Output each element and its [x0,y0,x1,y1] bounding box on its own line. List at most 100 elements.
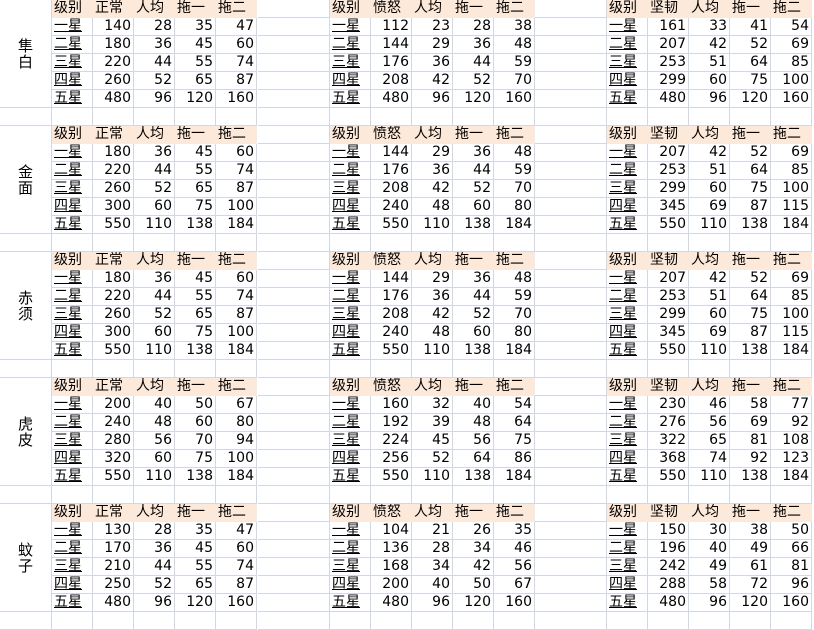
blank-cell[interactable] [258,288,330,306]
value-cell[interactable]: 65 [175,180,216,198]
value-cell[interactable]: 69 [689,324,730,342]
value-cell[interactable]: 220 [93,162,134,180]
value-cell[interactable]: 45 [175,36,216,54]
value-cell[interactable]: 100 [771,72,812,90]
level-cell[interactable]: 四星 [607,72,648,90]
value-cell[interactable]: 160 [771,90,812,108]
value-cell[interactable]: 46 [494,540,535,558]
value-cell[interactable]: 60 [216,144,257,162]
level-cell[interactable]: 四星 [52,198,93,216]
value-cell[interactable]: 50 [175,396,216,414]
group-label[interactable]: 蚊子 [0,504,52,612]
value-cell[interactable]: 28 [134,18,175,36]
header-cell[interactable]: 级别 [330,252,371,270]
blank-cell[interactable] [535,0,607,18]
blank-cell[interactable] [771,486,812,504]
blank-cell[interactable] [771,234,812,252]
blank-cell[interactable] [412,360,453,378]
blank-cell[interactable] [535,90,607,108]
value-cell[interactable]: 40 [689,540,730,558]
level-cell[interactable]: 三星 [330,54,371,72]
header-cell[interactable]: 拖一 [730,504,771,522]
blank-cell[interactable] [535,216,607,234]
value-cell[interactable]: 47 [216,522,257,540]
value-cell[interactable]: 54 [494,396,535,414]
value-cell[interactable]: 58 [689,576,730,594]
value-cell[interactable]: 253 [648,54,689,72]
level-cell[interactable]: 五星 [330,90,371,108]
value-cell[interactable]: 85 [771,288,812,306]
value-cell[interactable]: 220 [93,288,134,306]
header-cell[interactable]: 拖一 [453,126,494,144]
blank-cell[interactable] [535,522,607,540]
level-cell[interactable]: 四星 [607,576,648,594]
header-cell[interactable]: 人均 [134,252,175,270]
value-cell[interactable]: 45 [175,144,216,162]
value-cell[interactable]: 180 [93,144,134,162]
value-cell[interactable]: 74 [216,54,257,72]
blank-cell[interactable] [175,486,216,504]
value-cell[interactable]: 28 [134,522,175,540]
blank-cell[interactable] [330,108,371,126]
value-cell[interactable]: 299 [648,180,689,198]
value-cell[interactable]: 184 [494,342,535,360]
value-cell[interactable]: 50 [453,576,494,594]
blank-cell[interactable] [0,234,52,252]
level-cell[interactable]: 二星 [330,540,371,558]
header-cell[interactable]: 人均 [134,378,175,396]
level-cell[interactable]: 二星 [52,288,93,306]
blank-cell[interactable] [258,504,330,522]
value-cell[interactable]: 144 [371,36,412,54]
value-cell[interactable]: 96 [134,594,175,612]
level-cell[interactable]: 三星 [52,306,93,324]
blank-cell[interactable] [648,360,689,378]
level-cell[interactable]: 二星 [330,288,371,306]
value-cell[interactable]: 110 [689,216,730,234]
value-cell[interactable]: 42 [689,144,730,162]
level-cell[interactable]: 一星 [330,522,371,540]
value-cell[interactable]: 36 [134,270,175,288]
blank-cell[interactable] [689,360,730,378]
level-cell[interactable]: 三星 [607,180,648,198]
value-cell[interactable]: 56 [689,414,730,432]
value-cell[interactable]: 138 [730,468,771,486]
blank-cell[interactable] [494,234,535,252]
level-cell[interactable]: 五星 [607,468,648,486]
header-cell[interactable]: 级别 [52,252,93,270]
value-cell[interactable]: 220 [93,54,134,72]
value-cell[interactable]: 75 [175,324,216,342]
value-cell[interactable]: 100 [216,198,257,216]
blank-cell[interactable] [730,360,771,378]
value-cell[interactable]: 176 [371,288,412,306]
value-cell[interactable]: 36 [134,540,175,558]
blank-cell[interactable] [453,486,494,504]
value-cell[interactable]: 44 [134,288,175,306]
value-cell[interactable]: 92 [771,414,812,432]
header-cell[interactable]: 人均 [134,0,175,18]
level-cell[interactable]: 一星 [607,18,648,36]
header-cell[interactable]: 拖二 [216,378,257,396]
header-cell[interactable]: 正常 [93,252,134,270]
value-cell[interactable]: 320 [93,450,134,468]
value-cell[interactable]: 136 [371,540,412,558]
value-cell[interactable]: 59 [494,162,535,180]
level-cell[interactable]: 二星 [607,414,648,432]
header-cell[interactable]: 正常 [93,378,134,396]
value-cell[interactable]: 52 [453,306,494,324]
blank-cell[interactable] [412,234,453,252]
value-cell[interactable]: 260 [93,72,134,90]
level-cell[interactable]: 一星 [330,396,371,414]
value-cell[interactable]: 207 [648,36,689,54]
value-cell[interactable]: 69 [771,144,812,162]
header-cell[interactable]: 坚韧 [648,504,689,522]
level-cell[interactable]: 三星 [52,558,93,576]
value-cell[interactable]: 480 [371,594,412,612]
value-cell[interactable]: 87 [216,180,257,198]
value-cell[interactable]: 253 [648,288,689,306]
blank-cell[interactable] [258,306,330,324]
blank-cell[interactable] [535,324,607,342]
value-cell[interactable]: 70 [494,180,535,198]
value-cell[interactable]: 115 [771,324,812,342]
value-cell[interactable]: 160 [494,90,535,108]
value-cell[interactable]: 123 [771,450,812,468]
